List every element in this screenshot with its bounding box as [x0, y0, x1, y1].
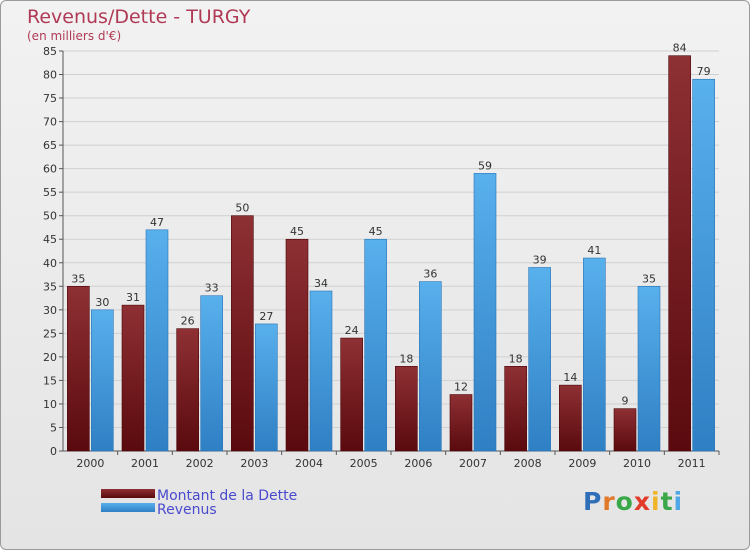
proxiti-logo: Proxiti — [583, 487, 683, 516]
bar-dette — [395, 365, 418, 452]
data-label: 27 — [259, 310, 273, 323]
data-label: 26 — [181, 315, 195, 328]
data-label: 59 — [478, 159, 492, 172]
bar-dette — [668, 55, 691, 452]
bar-revenus — [473, 173, 497, 452]
data-label: 12 — [454, 381, 468, 394]
data-label: 14 — [563, 371, 577, 384]
logo-letter: t — [660, 487, 674, 516]
bar-revenus — [91, 309, 114, 452]
data-label: 9 — [622, 395, 629, 408]
bar-revenus — [200, 295, 223, 452]
logo-letter: i — [651, 487, 661, 516]
x-tick-label: 2005 — [350, 457, 378, 470]
bar-dette — [613, 408, 637, 452]
bar-dette — [340, 337, 363, 452]
x-tick-label: 2009 — [568, 457, 596, 470]
logo-letter: P — [583, 487, 603, 516]
y-tick-label: 25 — [43, 327, 57, 340]
data-label: 50 — [235, 202, 249, 215]
y-tick-label: 65 — [43, 139, 57, 152]
data-label: 84 — [673, 42, 687, 55]
bar-revenus — [309, 290, 333, 452]
y-tick-label: 30 — [43, 304, 57, 317]
data-label: 33 — [205, 282, 219, 295]
bar-revenus — [255, 323, 278, 452]
y-tick-label: 5 — [50, 421, 57, 434]
data-label: 30 — [95, 296, 109, 309]
x-tick-label: 2001 — [131, 457, 159, 470]
y-tick-label: 20 — [43, 351, 57, 364]
data-label: 35 — [71, 272, 85, 285]
y-tick-label: 35 — [43, 280, 57, 293]
data-label: 35 — [642, 272, 656, 285]
x-tick-label: 2008 — [514, 457, 542, 470]
bar-dette — [121, 304, 145, 452]
bar-dette — [559, 384, 582, 452]
x-tick-label: 2002 — [186, 457, 214, 470]
bar-revenus — [583, 257, 606, 452]
x-tick-label: 2010 — [623, 457, 651, 470]
logo-letter: r — [602, 487, 616, 516]
logo-letter: x — [633, 487, 651, 516]
y-tick-label: 45 — [43, 233, 57, 246]
bar-dette — [504, 365, 527, 452]
data-label: 47 — [150, 216, 164, 229]
data-label: 36 — [423, 268, 437, 281]
bar-dette — [449, 394, 473, 452]
bar-revenus — [637, 285, 661, 452]
data-label: 24 — [345, 324, 359, 337]
bar-dette — [231, 215, 254, 452]
data-label: 34 — [314, 277, 328, 290]
y-tick-label: 50 — [43, 210, 57, 223]
x-tick-label: 2003 — [240, 457, 268, 470]
x-tick-label: 2004 — [295, 457, 323, 470]
bar-dette — [285, 238, 309, 452]
logo-letter: o — [615, 487, 634, 516]
y-tick-label: 0 — [50, 445, 57, 458]
y-tick-label: 75 — [43, 92, 57, 105]
data-label: 45 — [369, 225, 383, 238]
y-tick-label: 55 — [43, 186, 57, 199]
y-tick-label: 10 — [43, 398, 57, 411]
legend-label: Revenus — [157, 502, 217, 518]
data-label: 18 — [399, 352, 413, 365]
chart-subtitle: (en milliers d'€) — [27, 29, 122, 43]
bar-dette — [67, 285, 90, 452]
data-label: 45 — [290, 225, 304, 238]
y-tick-label: 40 — [43, 257, 57, 270]
y-tick-label: 70 — [43, 116, 57, 129]
bar-revenus — [528, 267, 551, 452]
y-tick-label: 80 — [43, 69, 57, 82]
data-label: 79 — [697, 65, 711, 78]
x-tick-label: 2000 — [76, 457, 104, 470]
x-tick-label: 2007 — [459, 457, 487, 470]
data-label: 41 — [587, 244, 601, 257]
chart-title: Revenus/Dette - TURGY — [27, 6, 251, 28]
data-label: 18 — [509, 352, 523, 365]
logo-letter: i — [673, 487, 684, 516]
bar-revenus — [145, 229, 169, 452]
legend-swatch — [101, 503, 155, 512]
data-label: 39 — [533, 253, 547, 266]
bar-revenus — [692, 78, 715, 452]
y-tick-label: 85 — [43, 45, 57, 58]
y-tick-label: 15 — [43, 374, 57, 387]
bar-revenus — [419, 281, 442, 452]
data-label: 31 — [126, 291, 140, 304]
legend-swatch — [101, 489, 155, 498]
bar-revenus — [364, 238, 387, 452]
bar-dette — [176, 328, 199, 452]
x-tick-label: 2006 — [404, 457, 432, 470]
x-tick-label: 2011 — [678, 457, 706, 470]
y-tick-label: 60 — [43, 163, 57, 176]
legend-label: Montant de la Dette — [157, 488, 297, 504]
